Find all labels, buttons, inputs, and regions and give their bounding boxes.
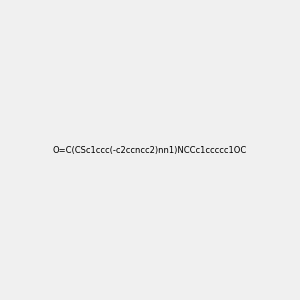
Text: O=C(CSc1ccc(-c2ccncc2)nn1)NCCc1ccccc1OC: O=C(CSc1ccc(-c2ccncc2)nn1)NCCc1ccccc1OC (53, 146, 247, 154)
